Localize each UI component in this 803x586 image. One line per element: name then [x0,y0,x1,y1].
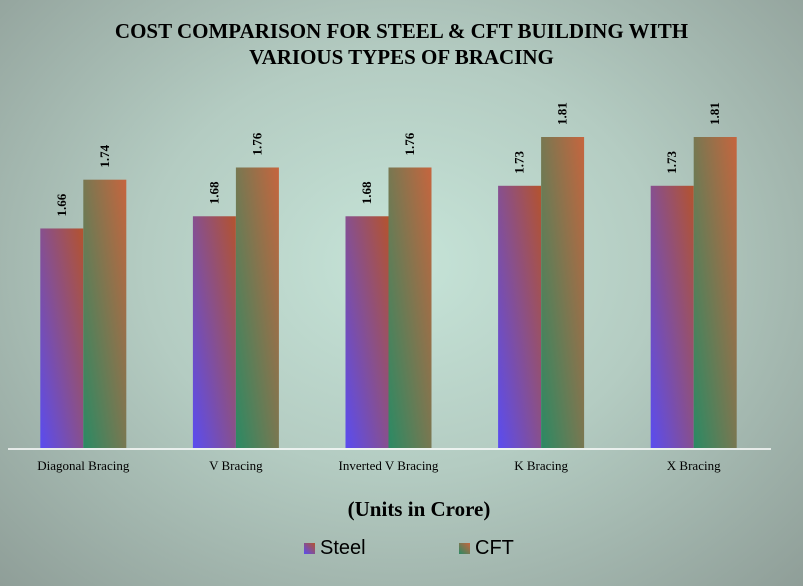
value-label-steel-4: 1.73 [512,151,527,174]
value-label-cft-2: 1.76 [249,132,264,155]
x-tick-label-3: Inverted V Bracing [339,458,439,473]
bar-steel-2 [192,216,236,448]
bar-cft-4 [541,137,585,448]
bar-cft-1 [83,179,127,448]
value-label-steel-5: 1.73 [664,151,679,174]
bar-cft-2 [235,167,279,449]
x-axis-title: (Units in Crore) [347,497,491,521]
legend-item-steel: Steel [304,537,366,560]
bar-steel-3 [345,216,389,448]
value-label-steel-1: 1.66 [54,193,69,216]
value-label-cft-5: 1.81 [707,102,722,125]
x-tick-labels-group: Diagonal Bracing V Bracing Inverted V Brac… [37,458,721,473]
bar-cft-3 [388,167,432,449]
legend: Steel CFT [0,537,803,561]
bars-group [40,137,737,449]
legend-item-cft: CFT [459,537,514,560]
x-tick-label-1: Diagonal Bracing [37,458,130,473]
bar-steel-1 [40,228,84,448]
bar-steel-4 [498,185,542,449]
x-tick-label-5: X Bracing [667,458,721,473]
value-label-cft-1: 1.74 [97,144,112,167]
legend-swatch-steel [304,543,315,554]
value-label-cft-3: 1.76 [402,132,417,155]
legend-label-steel: Steel [320,537,366,559]
x-tick-label-4: K Bracing [514,458,568,473]
legend-swatch-cft [459,543,470,554]
x-tick-label-2: V Bracing [209,458,263,473]
chart-title: COST COMPARISON FOR STEEL & CFT BUILDING… [0,18,803,70]
value-label-steel-2: 1.68 [206,181,221,204]
bar-cft-5 [693,137,737,448]
value-label-steel-3: 1.68 [359,181,374,204]
chart-title-line-1: COST COMPARISON FOR STEEL & CFT BUILDING… [114,19,689,43]
value-labels-group: 1.66 1.74 1.68 1.76 1.68 1.76 1.73 1.81 1.73 1.81 [54,102,722,216]
value-label-cft-4: 1.81 [555,102,570,125]
bar-steel-5 [650,185,694,449]
legend-label-cft: CFT [475,537,514,559]
chart-title-line-2: VARIOUS TYPES OF BRACING [249,45,554,69]
